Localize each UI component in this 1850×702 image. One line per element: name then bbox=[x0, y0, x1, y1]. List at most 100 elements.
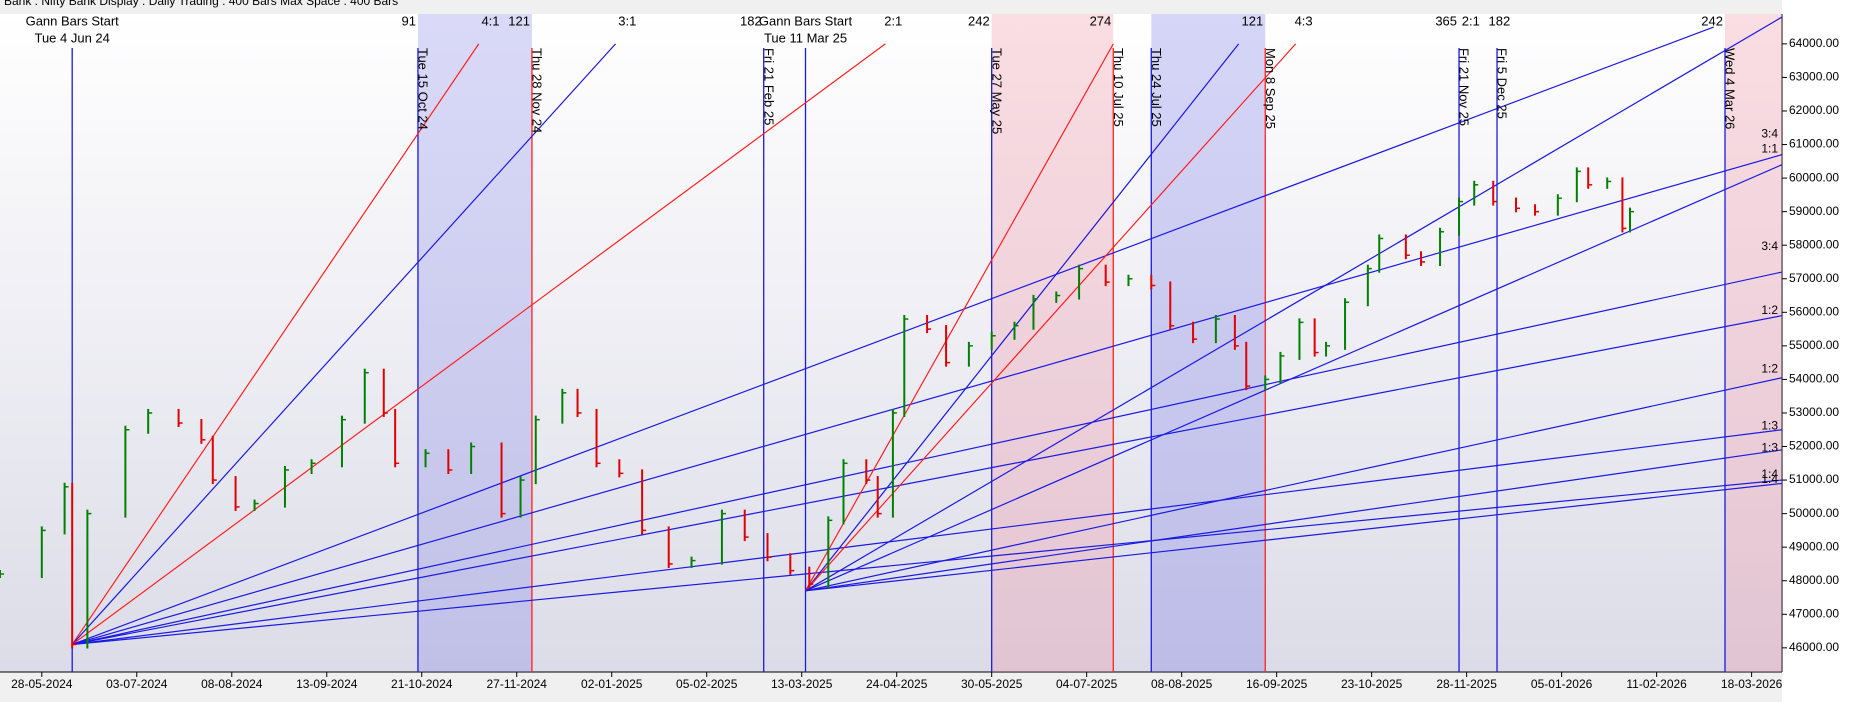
x-tick-label: 18-03-2026 bbox=[1721, 677, 1783, 691]
y-tick-label: 61000.00 bbox=[1789, 137, 1839, 151]
gann-fan-line bbox=[72, 315, 1782, 646]
x-tick-label: 27-11-2024 bbox=[486, 677, 547, 691]
ratio-label: 1:4 bbox=[1761, 472, 1778, 486]
y-tick-label: 47000.00 bbox=[1789, 606, 1839, 620]
time-band bbox=[1151, 14, 1266, 672]
header-text: Bank : Nifty Bank Display : Daily Tradin… bbox=[4, 0, 398, 8]
cycle-label: Tue 15 Oct 24 bbox=[416, 48, 431, 130]
y-tick-label: 58000.00 bbox=[1789, 237, 1839, 251]
x-tick-label: 03-07-2024 bbox=[106, 677, 168, 691]
x-tick-label: 11-02-2026 bbox=[1626, 677, 1687, 691]
y-tick-label: 46000.00 bbox=[1789, 640, 1839, 654]
x-tick-label: 02-01-2025 bbox=[581, 677, 643, 691]
count-label: 91 bbox=[401, 13, 415, 28]
cycle-label: Thu 28 Nov 24 bbox=[530, 48, 545, 133]
gann-fan-line bbox=[71, 43, 886, 645]
cycle-label: Fri 5 Dec 25 bbox=[1495, 48, 1510, 119]
y-tick-label: 50000.00 bbox=[1789, 506, 1839, 520]
y-tick-label: 64000.00 bbox=[1789, 36, 1839, 50]
count-label: 2:1 bbox=[884, 13, 902, 28]
y-tick-label: 57000.00 bbox=[1789, 271, 1839, 285]
gann-fan-line bbox=[71, 43, 616, 645]
count-label: 121 bbox=[1242, 13, 1264, 28]
count-label: 121 bbox=[508, 13, 530, 28]
x-tick-label: 21-10-2024 bbox=[391, 677, 453, 691]
gann-fan-line bbox=[805, 16, 1782, 592]
plot bbox=[0, 14, 1782, 672]
gann-fan-line bbox=[804, 43, 1114, 592]
x-tick-label: 08-08-2025 bbox=[1151, 677, 1213, 691]
y-tick-label: 54000.00 bbox=[1789, 372, 1839, 386]
y-axis-area bbox=[1782, 0, 1850, 702]
count-label: 3:1 bbox=[618, 13, 636, 28]
gann-fan-line bbox=[72, 479, 1782, 646]
x-tick-label: 30-05-2025 bbox=[961, 677, 1023, 691]
count-label: 365 bbox=[1435, 13, 1457, 28]
count-label: 2:1 bbox=[1462, 13, 1480, 28]
count-label: 182 bbox=[740, 13, 762, 28]
y-tick-label: 59000.00 bbox=[1789, 204, 1839, 218]
gann-fan-line bbox=[805, 377, 1782, 592]
gann-fan-line bbox=[72, 271, 1782, 646]
x-tick-label: 16-09-2025 bbox=[1246, 677, 1308, 691]
y-tick-label: 52000.00 bbox=[1789, 439, 1839, 453]
cycle-label: Wed 4 Mar 26 bbox=[1723, 48, 1738, 129]
cycle-label: Thu 10 Jul 25 bbox=[1111, 48, 1126, 127]
count-label: 182 bbox=[1489, 13, 1511, 28]
overlay: 46000.00 47000.00 48000.00 49000.00 50000.00… bbox=[11, 13, 1839, 691]
ratio-label: 3:4 bbox=[1761, 127, 1778, 141]
y-tick-label: 51000.00 bbox=[1789, 472, 1839, 486]
gann-fan-line bbox=[72, 154, 1782, 646]
cycle-label: Mon 8 Sep 25 bbox=[1263, 48, 1278, 129]
y-tick-label: 62000.00 bbox=[1789, 103, 1839, 117]
cycle-label: Tue 27 May 25 bbox=[989, 48, 1004, 134]
gann-fan-line bbox=[71, 43, 480, 645]
count-label: 4:1 bbox=[481, 13, 499, 28]
start-date: Tue 4 Jun 24 bbox=[34, 30, 109, 45]
time-band bbox=[1725, 14, 1782, 672]
x-tick-label: 13-09-2024 bbox=[296, 677, 358, 691]
x-tick-label: 04-07-2025 bbox=[1056, 677, 1118, 691]
ratio-label: 3:4 bbox=[1761, 239, 1778, 253]
ratio-label: 1:1 bbox=[1761, 142, 1778, 156]
cycle-label: Thu 24 Jul 25 bbox=[1149, 48, 1164, 127]
start-title: Gann Bars Start bbox=[26, 13, 120, 28]
y-tick-label: 56000.00 bbox=[1789, 304, 1839, 318]
x-tick-label: 28-11-2025 bbox=[1436, 677, 1497, 691]
start-title: Gann Bars Start bbox=[759, 13, 853, 28]
x-tick-label: 05-02-2025 bbox=[676, 677, 738, 691]
gann-fan-line bbox=[71, 26, 1714, 646]
y-tick-label: 49000.00 bbox=[1789, 539, 1839, 553]
gann-fan-line bbox=[805, 482, 1782, 592]
time-band bbox=[417, 14, 532, 672]
ratio-label: 1:3 bbox=[1761, 440, 1778, 454]
time-band bbox=[991, 14, 1114, 672]
count-label: 274 bbox=[1090, 13, 1112, 28]
cycle-label: Fri 21 Feb 25 bbox=[761, 48, 776, 125]
y-tick-label: 48000.00 bbox=[1789, 573, 1839, 587]
x-tick-label: 23-10-2025 bbox=[1341, 677, 1403, 691]
ratio-label: 1:3 bbox=[1761, 419, 1778, 433]
y-tick-label: 55000.00 bbox=[1789, 338, 1839, 352]
cycle-label: Fri 21 Nov 25 bbox=[1457, 48, 1472, 126]
count-label: 242 bbox=[968, 13, 990, 28]
count-label: 4:3 bbox=[1295, 13, 1313, 28]
ratio-label: 1:2 bbox=[1761, 303, 1778, 317]
ratio-label: 1:4 bbox=[1761, 467, 1778, 481]
gann-fan-line bbox=[805, 43, 1297, 592]
count-label: 242 bbox=[1701, 13, 1723, 28]
x-tick-label: 24-04-2025 bbox=[866, 677, 928, 691]
y-tick-label: 63000.00 bbox=[1789, 70, 1839, 84]
x-tick-label: 28-05-2024 bbox=[11, 677, 73, 691]
start-date: Tue 11 Mar 25 bbox=[764, 30, 847, 45]
y-tick-label: 60000.00 bbox=[1789, 170, 1839, 184]
gann-fan-line bbox=[805, 164, 1782, 592]
x-tick-label: 13-03-2025 bbox=[771, 677, 833, 691]
plot-area bbox=[0, 14, 1782, 672]
x-tick-label: 08-08-2024 bbox=[201, 677, 263, 691]
y-tick-label: 53000.00 bbox=[1789, 405, 1839, 419]
ratio-label: 1:2 bbox=[1761, 362, 1778, 376]
gann-fan-line bbox=[805, 449, 1782, 592]
x-tick-label: 05-01-2026 bbox=[1531, 677, 1593, 691]
